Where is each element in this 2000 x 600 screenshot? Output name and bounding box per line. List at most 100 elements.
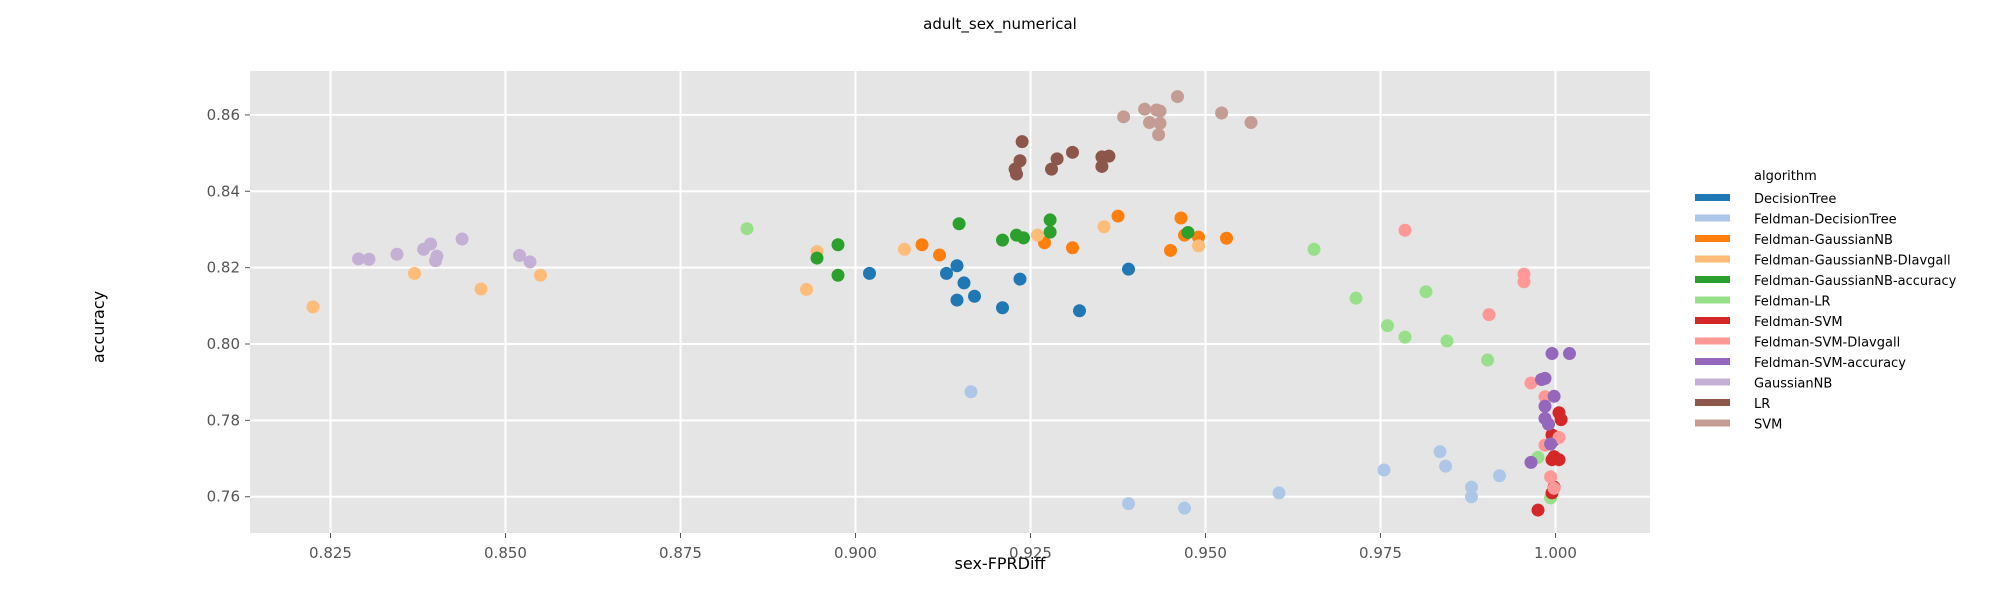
data-point	[1542, 417, 1555, 431]
data-point	[740, 222, 754, 236]
data-point	[933, 248, 946, 262]
data-point	[1013, 154, 1027, 168]
data-point	[362, 252, 376, 266]
plot-background	[250, 71, 1650, 533]
y-axis-ticks: 0.76 0.78 0.80 0.82 0.84 0.86	[207, 106, 250, 506]
x-tick-label: 0.825	[309, 544, 352, 562]
data-point	[1015, 135, 1029, 149]
data-point	[1181, 226, 1195, 240]
data-point	[1439, 459, 1453, 473]
data-point	[474, 282, 488, 296]
data-point	[1547, 481, 1561, 495]
data-point	[1493, 469, 1506, 483]
data-point	[898, 242, 911, 256]
legend-swatch	[1695, 399, 1730, 406]
data-point	[513, 248, 526, 262]
data-point	[915, 238, 929, 252]
legend-swatch	[1695, 255, 1730, 263]
data-point	[1066, 145, 1079, 159]
data-point	[1381, 319, 1394, 333]
legend-swatch	[1695, 358, 1730, 365]
data-point	[1517, 275, 1531, 289]
data-point	[1066, 241, 1079, 255]
data-point	[1013, 272, 1027, 286]
data-point	[1097, 220, 1111, 234]
data-point	[1152, 128, 1166, 142]
data-point	[1398, 223, 1412, 237]
data-point	[996, 233, 1009, 247]
y-tick-label: 0.82	[207, 259, 240, 277]
data-point	[1031, 228, 1044, 242]
data-points	[306, 90, 1576, 517]
x-axis-ticks: 0.825 0.850 0.875 0.900 0.925 0.950 0.975 1.000	[309, 533, 1577, 562]
y-tick-label: 0.76	[207, 488, 240, 506]
data-point	[1111, 209, 1125, 223]
data-point	[1524, 376, 1538, 390]
data-point	[1545, 347, 1559, 361]
grid-lines	[250, 71, 1650, 533]
data-point	[1482, 308, 1496, 322]
data-point	[1552, 406, 1566, 420]
data-point	[408, 266, 421, 280]
data-point	[950, 259, 964, 273]
legend-label: Feldman-GaussianNB-DIavgall	[1754, 254, 1951, 269]
series-points	[810, 213, 1195, 282]
data-point	[1563, 347, 1576, 361]
data-point	[1547, 389, 1561, 403]
data-point	[1349, 291, 1363, 305]
data-point	[1045, 162, 1058, 176]
data-point	[1465, 480, 1478, 494]
series-points	[964, 385, 1506, 515]
data-point	[964, 385, 978, 399]
legend-label: SVM	[1754, 418, 1782, 433]
data-point	[430, 249, 444, 263]
legend-swatch	[1695, 194, 1730, 201]
x-tick-label: 0.850	[484, 544, 527, 562]
data-point	[950, 293, 964, 307]
data-point	[1017, 231, 1030, 245]
data-point	[306, 300, 320, 314]
data-point	[968, 289, 981, 303]
data-point	[1398, 330, 1412, 344]
data-point	[1153, 104, 1167, 118]
legend-items: DecisionTree Feldman-DecisionTree Feldman-…	[1695, 192, 1957, 433]
data-point	[1544, 470, 1558, 484]
legend-label: Feldman-SVM	[1754, 315, 1843, 330]
data-point	[390, 247, 404, 261]
data-point	[1073, 304, 1086, 318]
x-tick-label: 1.000	[1534, 544, 1577, 562]
data-point	[1531, 503, 1545, 517]
x-tick-label: 0.900	[834, 544, 877, 562]
y-tick-label: 0.80	[207, 335, 240, 353]
data-point	[1465, 490, 1478, 504]
series-points	[1524, 347, 1576, 469]
legend-label: DecisionTree	[1754, 192, 1836, 207]
series-points	[352, 232, 537, 269]
legend-label: Feldman-LR	[1754, 295, 1830, 310]
data-point	[1174, 211, 1188, 225]
x-tick-label: 0.875	[659, 544, 702, 562]
data-point	[1043, 225, 1057, 239]
data-point	[1419, 285, 1433, 299]
data-point	[1117, 110, 1131, 124]
x-axis-label: sex-FPRDiff	[955, 554, 1047, 573]
legend-swatch	[1695, 296, 1730, 304]
data-point	[1010, 167, 1023, 181]
y-axis-label: accuracy	[89, 291, 108, 363]
legend: algorithm DecisionTree Feldman-DecisionTr…	[1695, 169, 1957, 433]
data-point	[352, 252, 365, 266]
legend-swatch	[1695, 276, 1730, 283]
data-point	[1043, 213, 1057, 227]
data-point	[1433, 445, 1447, 459]
x-tick-label: 0.975	[1359, 544, 1402, 562]
data-point	[810, 251, 824, 265]
data-point	[1178, 501, 1191, 515]
data-point	[1102, 149, 1116, 163]
legend-swatch	[1695, 378, 1730, 386]
chart-title: adult_sex_numerical	[923, 15, 1077, 34]
y-tick-label: 0.86	[207, 106, 240, 124]
legend-swatch	[1695, 337, 1730, 345]
data-point	[1547, 450, 1561, 464]
data-point	[1538, 399, 1552, 413]
x-tick-label: 0.925	[1009, 544, 1052, 562]
